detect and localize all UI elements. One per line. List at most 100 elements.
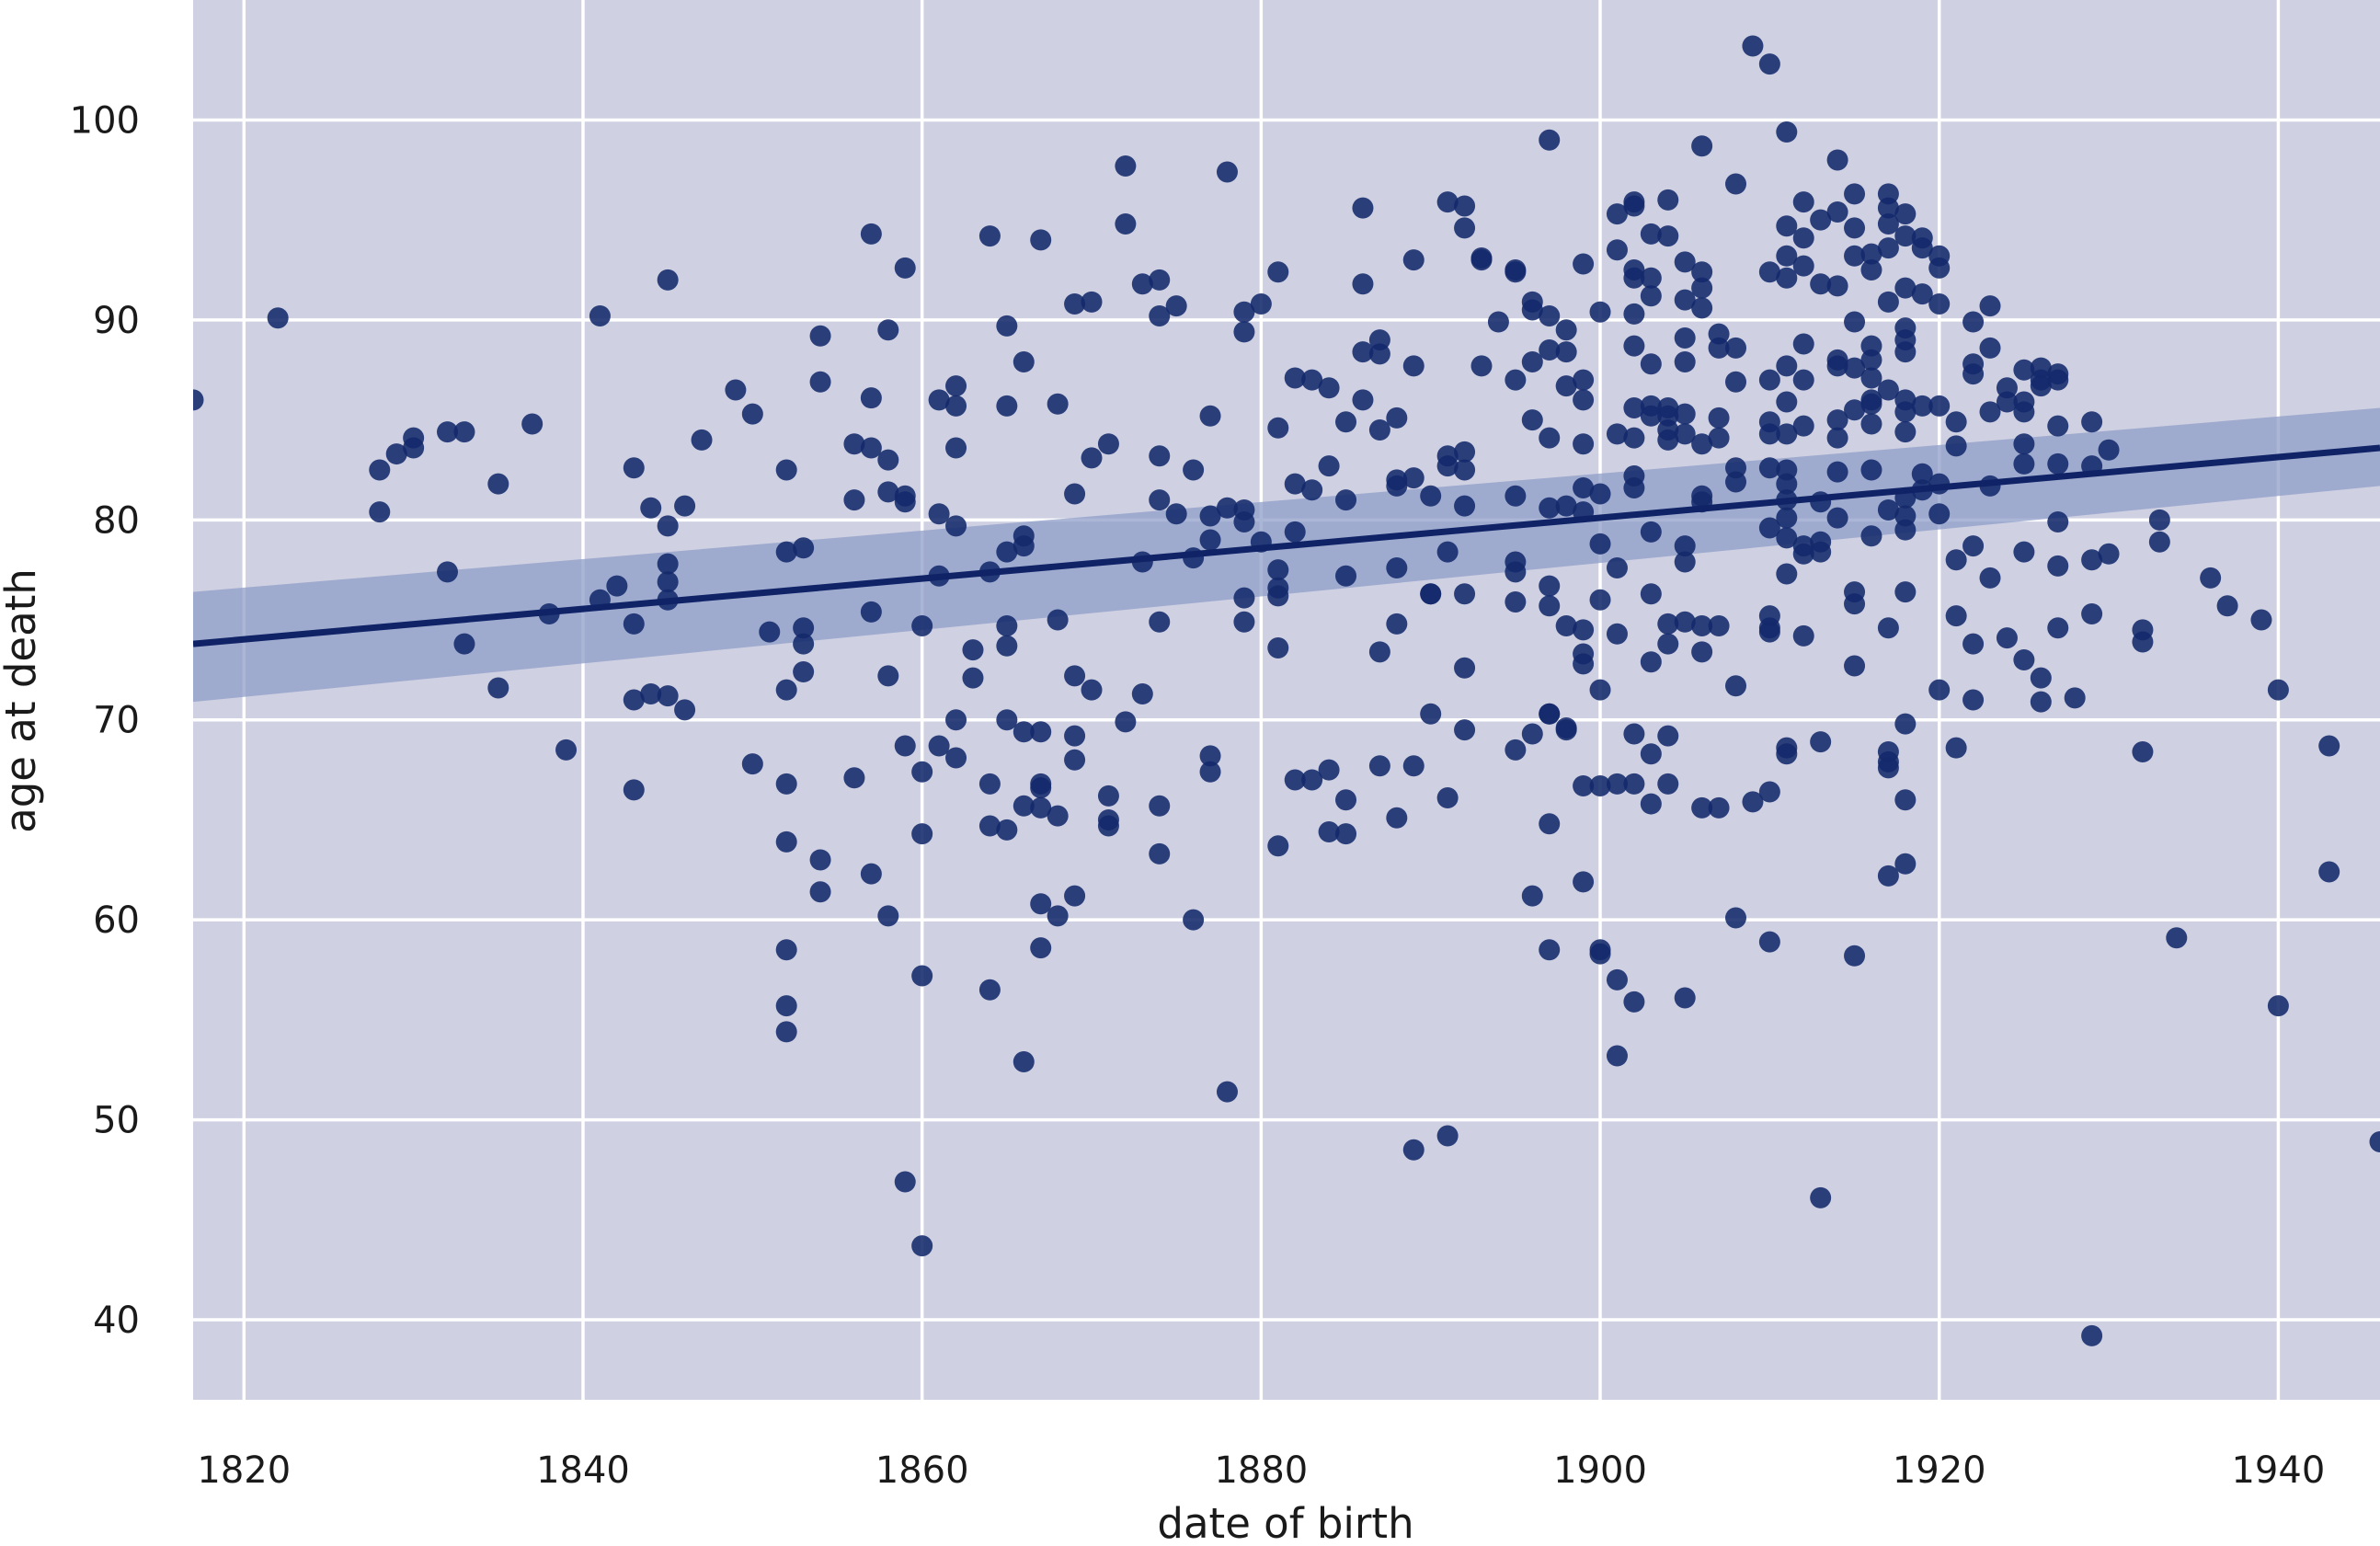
data-point [1623, 303, 1645, 325]
data-point [1860, 367, 1882, 389]
data-point [1233, 321, 1255, 343]
data-point [1216, 1081, 1238, 1103]
data-point [1657, 429, 1679, 451]
data-point [1267, 636, 1289, 658]
data-point [1539, 129, 1561, 151]
data-point [1555, 719, 1577, 741]
data-point [1894, 277, 1917, 299]
data-point [657, 685, 679, 707]
data-point [1894, 853, 1917, 875]
data-point [1758, 517, 1780, 539]
data-point [793, 617, 815, 639]
data-point [945, 437, 967, 459]
data-point [1573, 619, 1595, 641]
data-point [1928, 257, 1951, 279]
data-point [1894, 401, 1917, 423]
data-point [775, 459, 797, 481]
data-point [657, 269, 679, 291]
data-point [2013, 649, 2035, 671]
data-point [674, 699, 696, 721]
data-point [1674, 289, 1696, 311]
data-point [623, 779, 645, 801]
y-tick-label: 90 [93, 300, 140, 342]
data-point [1047, 609, 1069, 631]
data-point [657, 553, 679, 575]
data-point [555, 739, 578, 761]
data-point [1792, 333, 1814, 355]
data-point [1402, 355, 1425, 377]
data-point [1335, 565, 1357, 587]
y-tick-label: 50 [93, 1100, 140, 1142]
data-point [1826, 461, 1848, 483]
data-point [1454, 495, 1476, 517]
data-point [1877, 197, 1899, 219]
data-point [1979, 295, 2001, 317]
data-point [1402, 755, 1425, 777]
data-point [2081, 603, 2103, 625]
data-point [1149, 611, 1171, 633]
data-point [1318, 821, 1340, 843]
data-point [2148, 531, 2170, 553]
data-point [1996, 627, 2018, 649]
data-point [1979, 337, 2001, 359]
data-point [1149, 305, 1171, 327]
data-point [369, 459, 391, 481]
data-point [1115, 213, 1137, 235]
data-point [1860, 243, 1882, 265]
data-point [1657, 225, 1679, 247]
data-point [1911, 463, 1933, 485]
data-point [1539, 703, 1561, 725]
data-point [1165, 295, 1187, 317]
data-point [775, 541, 797, 563]
data-point [1691, 796, 1713, 819]
data-point [1708, 427, 1730, 449]
data-point [1945, 549, 1967, 571]
x-axis-label: date of birth [1157, 1499, 1413, 1546]
data-point [1758, 369, 1780, 391]
data-point [1301, 369, 1323, 391]
data-point [1792, 255, 1814, 277]
data-point [1623, 397, 1645, 419]
data-point [1386, 407, 1408, 429]
data-point [1402, 467, 1425, 489]
data-point [1420, 583, 1442, 605]
data-point [860, 223, 882, 245]
data-point [1386, 556, 1408, 578]
x-tick-label: 1940 [2231, 1449, 2325, 1492]
data-point [1860, 349, 1882, 371]
data-point [1911, 283, 1933, 305]
data-point [1573, 369, 1595, 391]
data-point [2013, 433, 2035, 455]
data-point [1420, 485, 1442, 507]
data-point [487, 473, 509, 495]
data-point [860, 437, 882, 459]
data-point [453, 633, 475, 655]
data-point [1335, 489, 1357, 511]
data-point [1539, 939, 1561, 961]
data-point [1183, 459, 1205, 481]
data-point [1335, 411, 1357, 433]
data-point [1487, 311, 1509, 333]
data-point [911, 615, 933, 637]
data-point [2081, 549, 2103, 571]
data-point [1725, 337, 1747, 359]
data-point [1877, 498, 1899, 521]
data-point [1267, 261, 1289, 283]
data-point [978, 773, 1001, 795]
data-point [894, 735, 916, 757]
data-point [911, 761, 933, 783]
data-point [1742, 791, 1764, 813]
data-point [1233, 587, 1255, 609]
data-point [1149, 842, 1171, 865]
data-point [1573, 433, 1595, 455]
data-point [1758, 457, 1780, 479]
data-point [1539, 575, 1561, 597]
data-point [1149, 795, 1171, 817]
data-point [1623, 991, 1645, 1013]
data-point [1860, 259, 1882, 281]
data-point [911, 823, 933, 845]
data-point [1352, 389, 1374, 411]
data-point [1945, 411, 1967, 433]
data-point [1674, 611, 1696, 633]
data-point [1792, 227, 1814, 249]
